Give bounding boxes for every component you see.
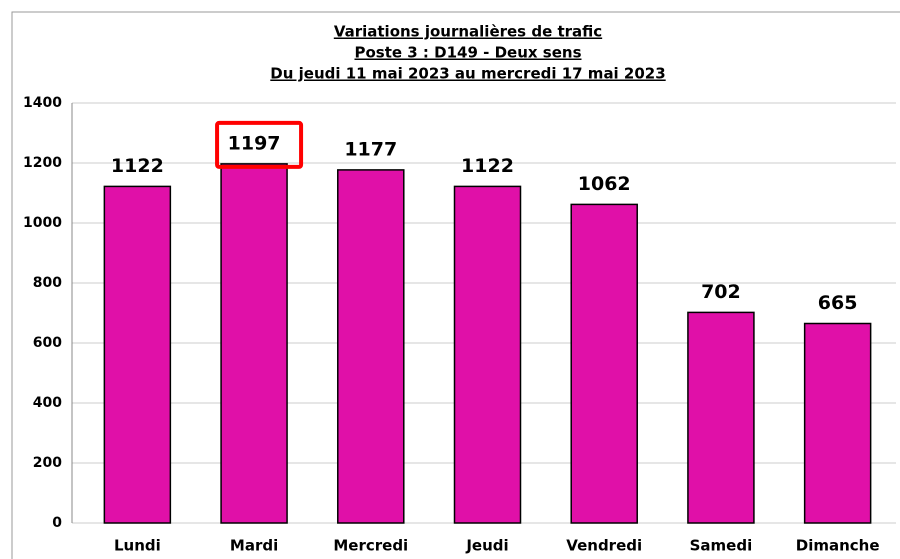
bar	[803, 322, 872, 524]
data-label: 1177	[344, 138, 397, 160]
data-label: 1122	[461, 155, 514, 177]
x-tick-label: Mercredi	[333, 537, 408, 555]
x-tick-label: Mardi	[230, 537, 278, 555]
highlight-box	[215, 120, 304, 169]
bar	[687, 311, 755, 524]
data-label: 1062	[578, 173, 631, 195]
bar	[103, 185, 172, 524]
x-tick-label: Samedi	[690, 537, 753, 555]
x-tick-label: Vendredi	[566, 537, 642, 555]
data-label: 1197	[228, 132, 281, 154]
y-tick-label: 1000	[23, 215, 62, 231]
bar	[220, 163, 288, 524]
y-tick-label: 0	[52, 515, 62, 531]
y-tick-label: 600	[33, 335, 62, 351]
chart-frame	[11, 11, 900, 559]
y-tick-label: 800	[33, 275, 62, 291]
chart-title: Variations journalières de trafic	[334, 23, 602, 41]
x-tick-label: Lundi	[114, 537, 161, 555]
bar	[453, 185, 522, 524]
y-tick-label: 1400	[23, 95, 62, 111]
chart-subtitle: Poste 3 : D149 - Deux sens	[354, 44, 581, 62]
data-label: 1122	[111, 155, 164, 177]
data-label: 665	[818, 292, 858, 314]
x-tick-label: Dimanche	[796, 537, 880, 555]
bar	[337, 169, 405, 524]
y-tick-label: 1200	[23, 155, 62, 171]
y-tick-label: 200	[33, 455, 62, 471]
y-tick-label: 400	[33, 395, 62, 411]
bar	[570, 203, 638, 524]
x-tick-label: Jeudi	[465, 537, 508, 555]
chart-period: Du jeudi 11 mai 2023 au mercredi 17 mai …	[270, 65, 665, 83]
data-label: 702	[701, 281, 741, 303]
